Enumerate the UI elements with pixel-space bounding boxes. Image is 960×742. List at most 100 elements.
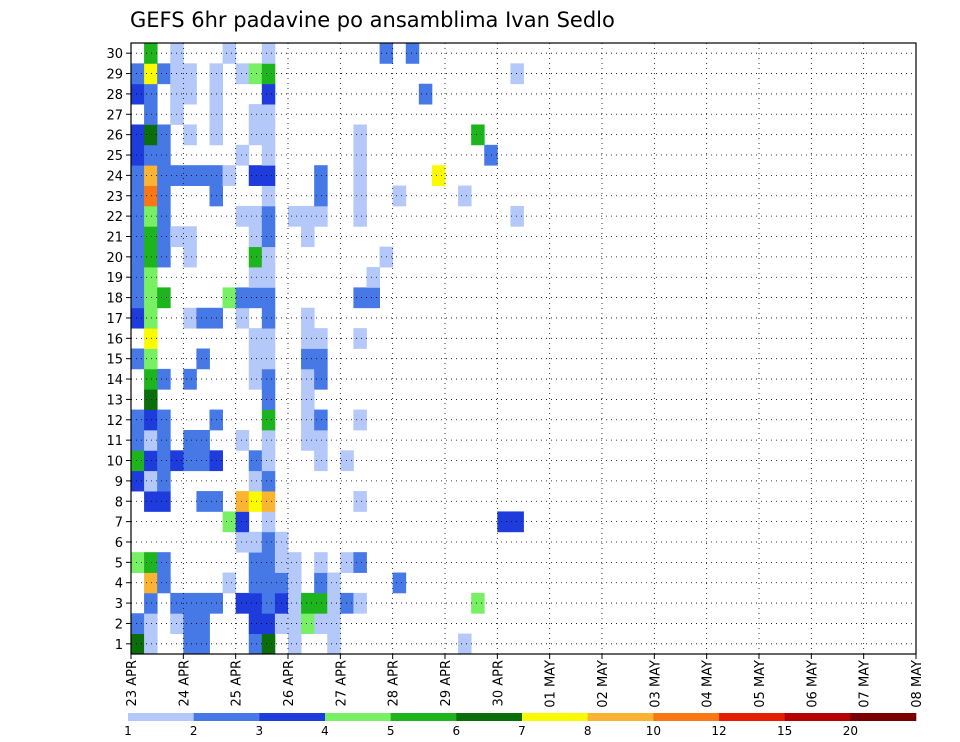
heatmap-cell xyxy=(353,205,367,227)
heatmap-cell xyxy=(196,348,210,370)
heatmap-cell xyxy=(314,368,328,390)
heatmap-cell xyxy=(353,491,367,512)
heatmap-cell xyxy=(131,429,145,451)
heatmap-cell xyxy=(301,348,315,370)
y-tick-label: 15 xyxy=(106,353,123,368)
heatmap-cell xyxy=(183,592,197,614)
x-tick-label: 04 MAY xyxy=(701,660,716,708)
y-tick-label: 3 xyxy=(115,597,123,612)
heatmap-cell xyxy=(144,205,158,227)
legend-swatch xyxy=(587,713,654,721)
heatmap-cell xyxy=(157,572,171,594)
heatmap-cell xyxy=(157,429,171,451)
x-tick-label: 06 MAY xyxy=(805,660,820,708)
heatmap-cell xyxy=(131,348,145,370)
heatmap-cell xyxy=(183,165,197,186)
heatmap-cell xyxy=(183,226,197,248)
heatmap-cell xyxy=(261,83,276,105)
heatmap-cell xyxy=(314,165,328,186)
heatmap-cell xyxy=(196,307,210,329)
heatmap-cell xyxy=(327,572,341,594)
heatmap-cell xyxy=(183,368,197,390)
heatmap-cell xyxy=(288,552,302,573)
y-tick-label: 1 xyxy=(115,638,123,653)
y-tick-label: 19 xyxy=(106,271,123,286)
heatmap-cell xyxy=(144,104,158,125)
heatmap-cell xyxy=(248,124,263,146)
heatmap-cell xyxy=(131,613,145,635)
heatmap-cell xyxy=(314,450,328,472)
heatmap-cell xyxy=(235,592,250,614)
heatmap-cell xyxy=(222,287,237,309)
heatmap-cell xyxy=(301,389,315,410)
heatmap-cell xyxy=(144,226,158,248)
heatmap-cell xyxy=(144,409,158,431)
heatmap-cell xyxy=(131,226,145,248)
heatmap-cell xyxy=(235,491,250,512)
heatmap-cell xyxy=(261,409,276,431)
x-tick-label: 24 APR xyxy=(177,660,192,706)
heatmap-cell xyxy=(144,491,158,512)
x-tick-label: 03 MAY xyxy=(648,660,663,708)
heatmap-cell xyxy=(157,63,171,85)
heatmap-cell xyxy=(301,613,315,635)
heatmap-cell xyxy=(353,287,367,309)
heatmap-cell xyxy=(314,205,328,227)
heatmap-cell xyxy=(196,633,210,655)
heatmap-cell xyxy=(144,592,158,614)
heatmap-cell xyxy=(131,409,145,431)
heatmap-cell xyxy=(183,307,197,329)
y-tick-label: 9 xyxy=(115,475,123,490)
y-tick-label: 27 xyxy=(106,108,123,123)
y-tick-label: 4 xyxy=(115,577,123,592)
heatmap-cell xyxy=(157,470,171,492)
heatmap-cell xyxy=(144,633,158,655)
legend-swatch xyxy=(784,713,851,721)
heatmap-cell xyxy=(261,144,276,166)
heatmap-cell xyxy=(301,368,315,390)
x-tick-label: 01 MAY xyxy=(544,660,559,708)
heatmap-cell xyxy=(157,552,171,573)
legend-swatch xyxy=(522,713,588,721)
heatmap-cell xyxy=(144,552,158,573)
heatmap-cell xyxy=(301,328,315,349)
heatmap-cell xyxy=(261,613,276,635)
heatmap-cell xyxy=(288,633,302,655)
heatmap-cell xyxy=(196,613,210,635)
heatmap-cell xyxy=(144,368,158,390)
heatmap-cell xyxy=(314,348,328,370)
x-tick-label: 02 MAY xyxy=(596,660,611,708)
heatmap-cell xyxy=(131,205,145,227)
chart-grid xyxy=(131,43,916,654)
y-tick-label: 17 xyxy=(106,312,123,327)
heatmap-cell xyxy=(510,511,524,533)
color-legend: 1 2 3 4 5 6 7 8 10 12 15 20 xyxy=(124,713,917,738)
legend-label: 5 xyxy=(387,724,395,738)
heatmap-cell xyxy=(196,491,210,512)
heatmap-cell xyxy=(261,389,276,410)
legend-label: 2 xyxy=(190,724,198,738)
y-tick-label: 7 xyxy=(115,516,123,531)
heatmap-cell xyxy=(314,613,328,635)
x-tick-label: 23 APR xyxy=(125,660,140,706)
legend-swatch xyxy=(193,713,260,721)
heatmap-cell xyxy=(431,165,446,186)
heatmap-cell xyxy=(131,63,145,85)
heatmap-cell xyxy=(131,124,145,146)
heatmap-cell xyxy=(248,205,263,227)
heatmap-cell xyxy=(261,43,276,64)
heatmap-cell xyxy=(222,43,237,64)
heatmap-cell xyxy=(248,267,263,288)
y-tick-label: 8 xyxy=(115,495,123,510)
heatmap-cell xyxy=(261,205,276,227)
y-tick-label: 23 xyxy=(106,190,123,205)
heatmap-cell xyxy=(131,246,145,268)
y-tick-label: 30 xyxy=(106,47,123,62)
heatmap-cell xyxy=(157,368,171,390)
heatmap-cell xyxy=(405,43,420,64)
heatmap-cell xyxy=(131,144,145,166)
chart-title: GEFS 6hr padavine po ansamblima Ivan Sed… xyxy=(130,8,615,32)
x-tick-label: 05 MAY xyxy=(753,660,768,708)
heatmap-cell xyxy=(497,511,511,533)
heatmap-cell xyxy=(144,307,158,329)
